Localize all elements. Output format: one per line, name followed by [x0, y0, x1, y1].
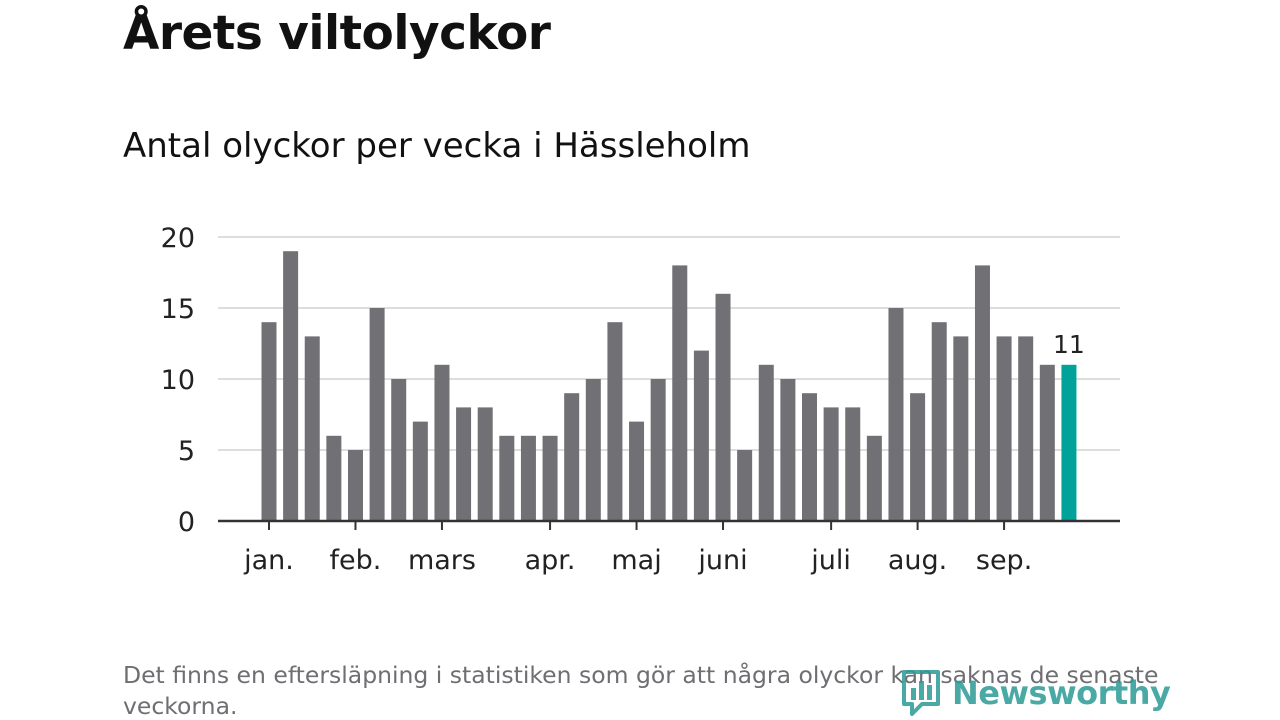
bar	[1039, 364, 1055, 521]
y-tick-label: 10	[161, 365, 195, 396]
x-tick-label: apr.	[525, 545, 576, 576]
y-tick-label: 15	[161, 294, 195, 325]
bar	[326, 435, 342, 521]
x-axis-ticks: jan. feb. mars apr. maj juni juli aug. sep.	[243, 521, 1032, 576]
bar	[607, 322, 623, 521]
x-tick-label: juli	[810, 545, 851, 576]
bar	[369, 308, 385, 521]
bar	[845, 407, 861, 521]
bar	[910, 393, 926, 521]
x-tick-label: aug.	[888, 545, 947, 576]
y-tick-label: 5	[178, 436, 195, 467]
x-tick-label: sep.	[976, 545, 1032, 576]
data-label: 11	[1053, 330, 1085, 359]
bar	[715, 293, 731, 521]
x-tick-label: feb.	[330, 545, 382, 576]
footnote: Det finns en eftersläpning i statistiken…	[123, 661, 1159, 720]
bar	[520, 435, 536, 521]
bar	[737, 450, 753, 521]
bar	[477, 407, 493, 521]
bar	[434, 364, 450, 521]
x-tick-label: jan.	[243, 545, 294, 576]
bar	[283, 251, 299, 521]
bar	[585, 379, 601, 521]
y-tick-label: 20	[161, 223, 195, 254]
bar	[672, 265, 688, 521]
bar	[931, 322, 947, 521]
y-axis-ticks: 0 5 10 15 20	[161, 223, 195, 538]
bars	[261, 251, 1077, 521]
bar	[412, 421, 428, 521]
bar	[650, 379, 666, 521]
bar	[758, 364, 774, 521]
bar	[1018, 336, 1034, 521]
bar	[456, 407, 472, 521]
bar	[261, 322, 277, 521]
bar	[629, 421, 645, 521]
bar	[780, 379, 796, 521]
bar	[347, 450, 363, 521]
page-title: Årets viltolyckor	[123, 6, 551, 61]
bar	[996, 336, 1012, 521]
bar	[499, 435, 515, 521]
data-labels: 11	[1053, 330, 1085, 359]
bar	[542, 435, 558, 521]
bar	[823, 407, 839, 521]
newsworthy-logo-icon	[902, 670, 940, 716]
bar	[391, 379, 407, 521]
newsworthy-logo-text: Newsworthy	[952, 674, 1171, 712]
x-tick-label: mars	[408, 545, 476, 576]
bar	[693, 350, 709, 521]
x-tick-label: maj	[611, 545, 661, 576]
x-tick-label: juni	[697, 545, 747, 576]
bar	[304, 336, 320, 521]
bar	[866, 435, 882, 521]
bar	[888, 308, 904, 521]
bar-highlight	[1061, 364, 1077, 521]
bar	[802, 393, 817, 521]
chart-subtitle: Antal olyckor per vecka i Hässleholm	[123, 126, 751, 166]
grid-lines	[218, 236, 1120, 451]
newsworthy-logo[interactable]: Newsworthy	[900, 668, 1171, 718]
y-tick-label: 0	[178, 507, 195, 538]
bar	[974, 265, 990, 521]
bar	[953, 336, 969, 521]
bar	[564, 393, 580, 521]
